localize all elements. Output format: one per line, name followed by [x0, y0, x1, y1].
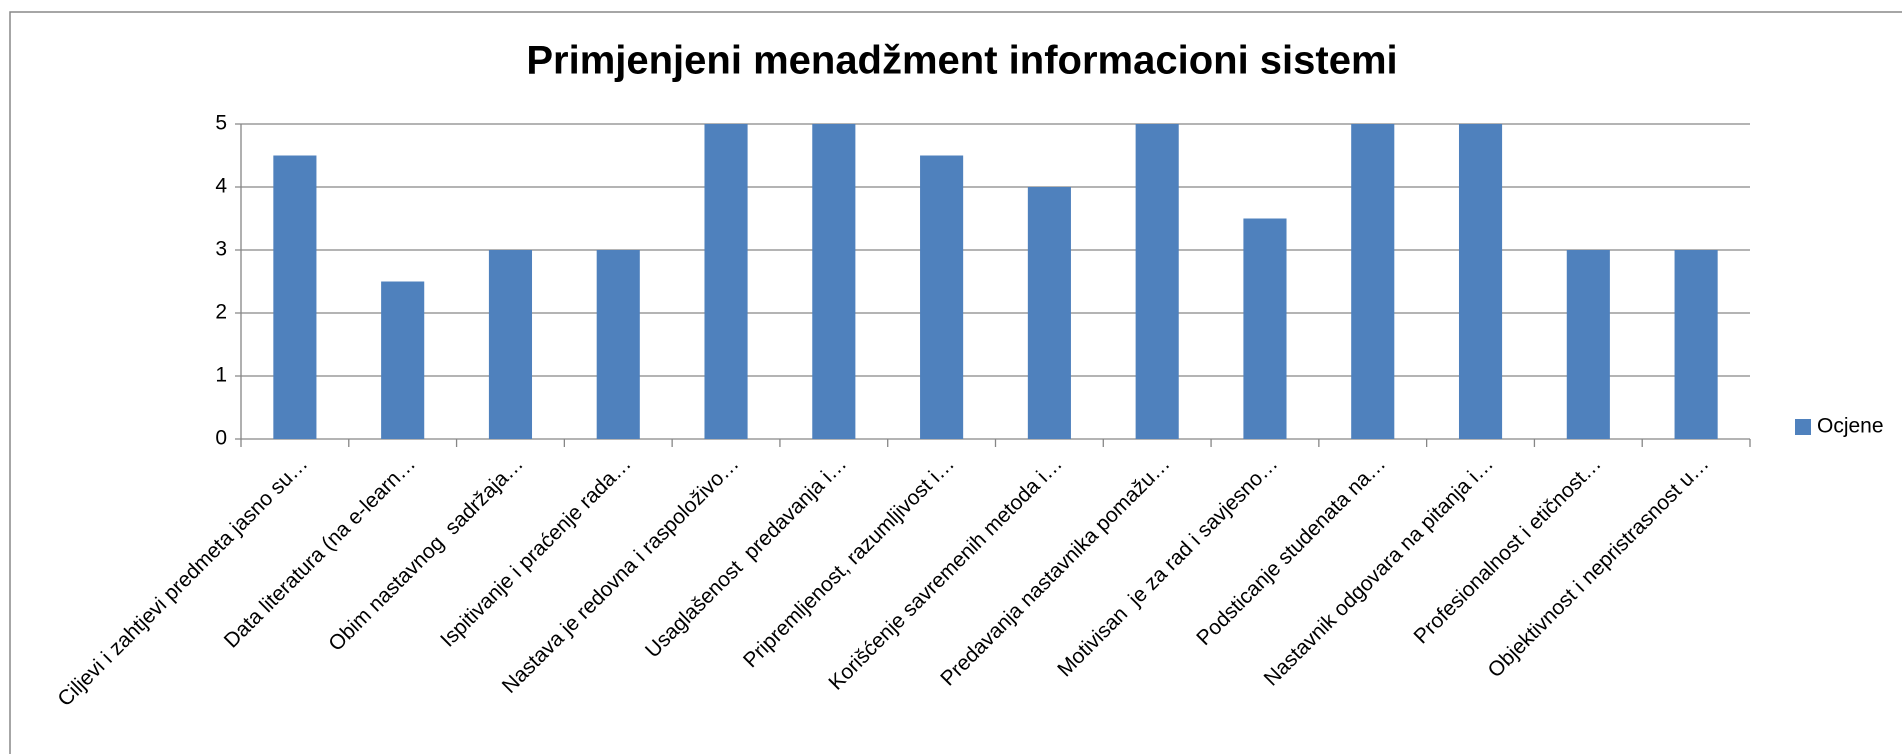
bar — [1458, 124, 1503, 439]
y-tick-label: 3 — [215, 238, 227, 261]
bar — [596, 250, 640, 439]
bar — [1674, 250, 1718, 439]
bar — [1027, 187, 1071, 439]
bar — [1243, 218, 1287, 439]
bar — [920, 155, 964, 439]
bar — [1566, 250, 1610, 439]
y-tick-label: 0 — [215, 427, 227, 450]
y-tick-label: 2 — [215, 301, 227, 324]
y-tick-label: 5 — [215, 112, 227, 135]
bar — [704, 124, 748, 439]
y-tick-label: 1 — [215, 364, 227, 387]
bar — [812, 124, 856, 439]
y-tick-label: 4 — [215, 175, 227, 198]
bar — [381, 281, 425, 439]
bar — [1135, 124, 1179, 439]
legend-label: Ocjene — [1817, 415, 1884, 438]
legend-swatch — [1795, 419, 1811, 435]
bar — [273, 155, 317, 439]
bar — [1351, 124, 1395, 439]
bar — [488, 250, 533, 439]
chart-title: Primjenjeni menadžment informacioni sist… — [526, 39, 1397, 83]
